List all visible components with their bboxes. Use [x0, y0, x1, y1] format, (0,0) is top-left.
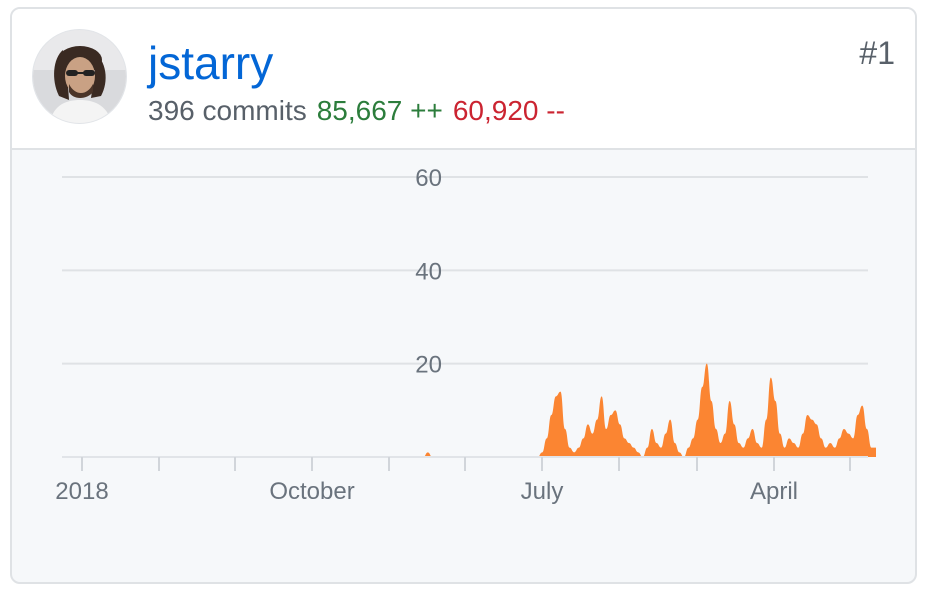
commit-activity-area: [62, 363, 876, 457]
contributor-stats: 396 commits 85,667 ++ 60,920 --: [148, 93, 565, 129]
commits-count-link[interactable]: 396 commits: [148, 95, 307, 126]
user-avatar-photo-icon: [33, 30, 126, 123]
contributor-username-link[interactable]: jstarry: [148, 37, 274, 89]
y-tick-label: 60: [415, 165, 442, 192]
contributor-rank: #1: [859, 35, 895, 71]
x-tick-label: October: [269, 478, 354, 505]
commit-activity-chart: 60 40 20 2018 October July April: [12, 150, 915, 582]
x-tick-label: July: [521, 478, 564, 505]
x-tick-label: April: [750, 478, 798, 505]
y-tick-label: 20: [415, 352, 442, 379]
additions-count: 85,667 ++: [316, 95, 443, 126]
contributor-header: jstarry #1 396 commits 85,667 ++ 60,920 --: [12, 9, 915, 150]
x-tick-label: 2018: [55, 478, 108, 505]
contributor-card: jstarry #1 396 commits 85,667 ++ 60,920 --…: [10, 7, 917, 584]
y-tick-label: 40: [415, 258, 442, 285]
avatar[interactable]: [32, 29, 127, 124]
deletions-count: 60,920 --: [452, 95, 565, 126]
commit-activity-chart-svg: 60 40 20 2018 October July April: [55, 165, 876, 505]
